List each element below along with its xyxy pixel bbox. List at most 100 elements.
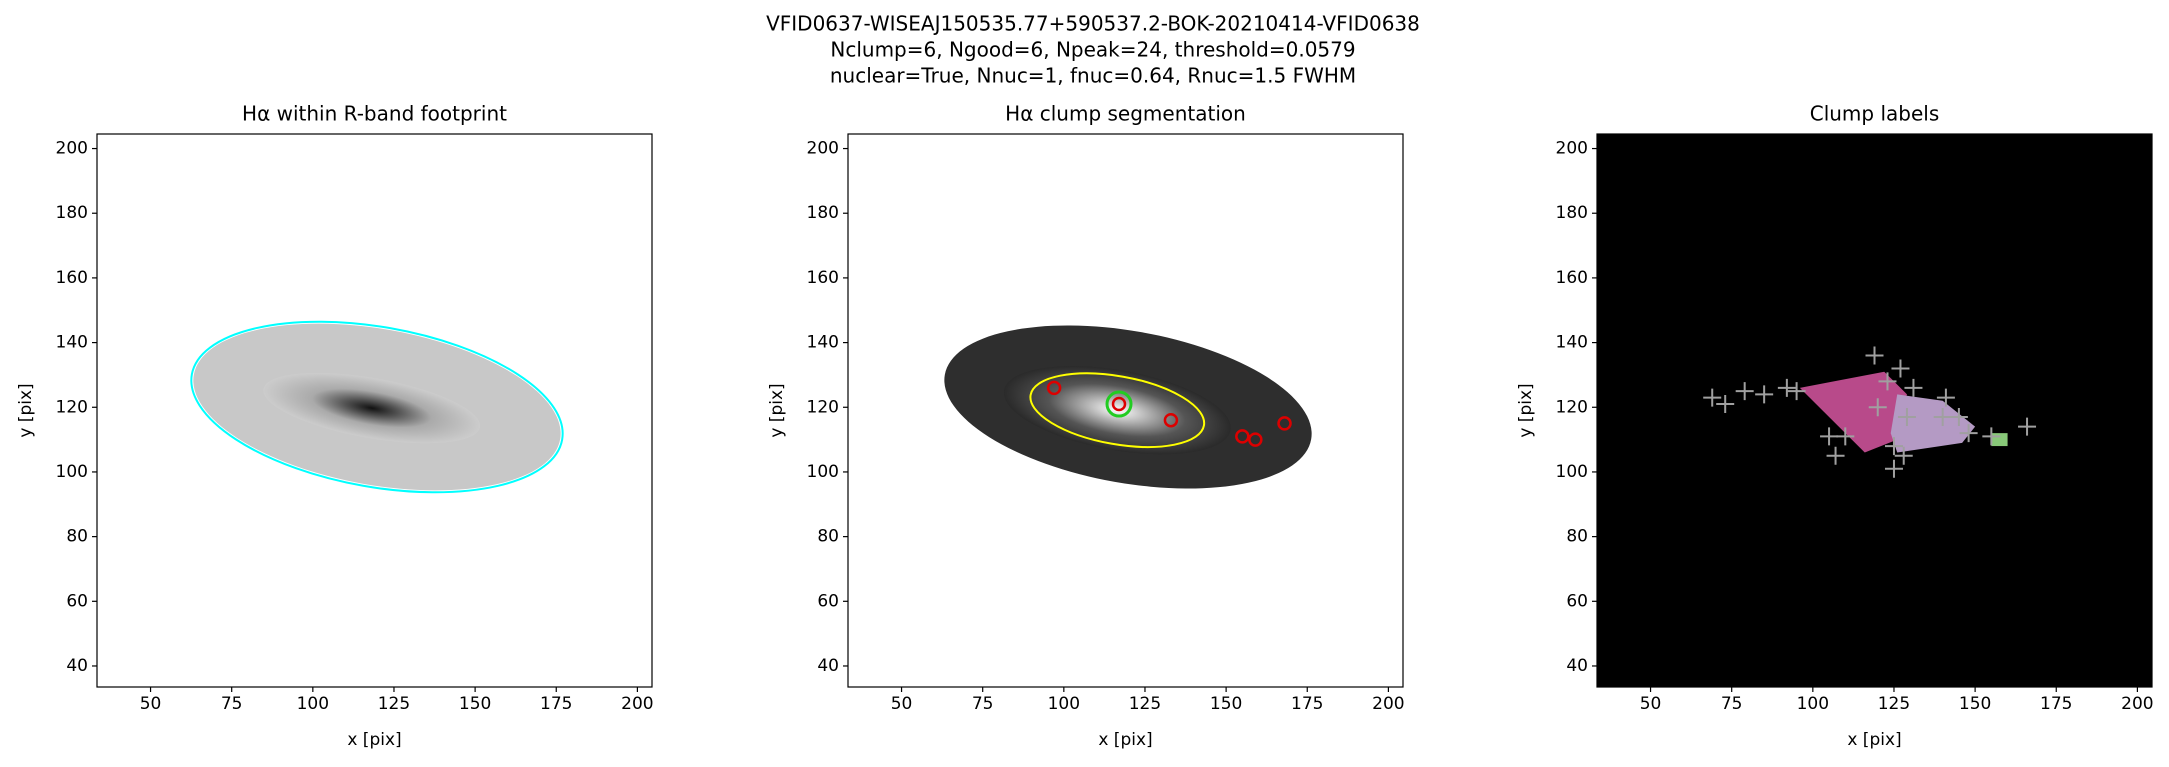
y-tick-label: 120 — [56, 397, 88, 417]
x-tick-label: 75 — [972, 694, 994, 714]
image — [944, 325, 1312, 489]
y-tick-label: 140 — [807, 333, 839, 353]
x-tick-label: 200 — [621, 694, 653, 714]
x-tick-label: 150 — [1210, 694, 1242, 714]
clump-marker — [1163, 412, 1179, 428]
y-tick-label: 100 — [1556, 462, 1588, 482]
panel-title: Clump labels — [1810, 102, 1940, 126]
x-tick-label: 100 — [1048, 694, 1080, 714]
peak-marker — [1716, 395, 1735, 414]
x-axis-label: x [pix] — [1098, 730, 1152, 750]
clump-marker — [1277, 416, 1292, 431]
x-tick-label: 175 — [1291, 694, 1323, 714]
peak-marker — [1884, 459, 1903, 478]
peak-marker — [2018, 417, 2037, 436]
x-tick-label: 125 — [1878, 694, 1910, 714]
y-tick-label: 160 — [807, 268, 839, 288]
y-tick-label: 80 — [66, 527, 88, 547]
peak-marker — [1949, 407, 1968, 426]
x-tick-label: 125 — [378, 694, 410, 714]
clump-marker — [1248, 432, 1263, 447]
x-axis-label: x [pix] — [347, 730, 401, 750]
peak-marker — [1878, 372, 1897, 391]
y-tick-label: 60 — [66, 591, 88, 611]
x-tick-label: 175 — [2040, 694, 2072, 714]
y-tick-label: 100 — [807, 462, 839, 482]
y-tick-label: 140 — [1556, 333, 1588, 353]
panel-title: Hα clump segmentation — [1005, 102, 1246, 126]
peak-marker — [1826, 446, 1845, 465]
y-tick-label: 60 — [1566, 591, 1588, 611]
image — [1703, 346, 2037, 478]
suptitle: nuclear=True, Nnuc=1, fnuc=0.64, Rnuc=1.… — [830, 64, 1356, 88]
y-tick-label: 60 — [817, 591, 839, 611]
clump-region — [1890, 394, 1976, 453]
clump-marker — [1111, 396, 1127, 412]
peak-marker — [1936, 388, 1955, 407]
axes-frame — [847, 133, 1404, 688]
peak-marker — [1787, 382, 1806, 401]
x-tick-label: 50 — [891, 694, 913, 714]
x-tick-label: 200 — [2121, 694, 2153, 714]
y-tick-label: 200 — [807, 139, 839, 159]
panel: 50 75 100 125 150 175 200 40 60 80 100 120 140 160 180… — [1516, 102, 2154, 751]
y-tick-label: 180 — [56, 203, 88, 223]
y-tick-label: 80 — [817, 527, 839, 547]
panel: 50 75 100 125 150 175 200 40 60 80 100 120 140 160 180… — [767, 102, 1405, 751]
peak-marker — [1836, 427, 1855, 446]
peak-marker — [1703, 388, 1722, 407]
y-tick-label: 180 — [1556, 203, 1588, 223]
y-tick-label: 40 — [1566, 656, 1588, 676]
peak-marker — [1891, 359, 1910, 378]
x-tick-label: 50 — [140, 694, 162, 714]
peak-marker — [1894, 446, 1913, 465]
peak-marker — [1933, 407, 1952, 426]
nucleus-marker — [1105, 390, 1133, 418]
peak-marker — [1868, 398, 1887, 417]
y-axis-label: y [pix] — [1516, 383, 1536, 437]
peak-marker — [1884, 437, 1903, 456]
clump-region — [1991, 433, 2008, 447]
y-tick-label: 80 — [1566, 527, 1588, 547]
clump-marker — [1235, 429, 1250, 444]
peak-marker — [1904, 378, 1923, 397]
x-axis-label: x [pix] — [1847, 730, 1901, 750]
peak-marker — [1755, 385, 1774, 404]
x-tick-label: 200 — [1372, 694, 1404, 714]
y-axis-label: y [pix] — [767, 383, 787, 437]
y-tick-label: 100 — [56, 462, 88, 482]
y-tick-label: 160 — [1556, 268, 1588, 288]
x-tick-label: 150 — [459, 694, 491, 714]
suptitle: VFID0637-WISEAJ150535.77+590537.2-BOK-20… — [766, 12, 1420, 36]
peak-marker — [1897, 407, 1916, 426]
panel: 50 75 100 125 150 175 200 40 60 80 100 120 140 160 180… — [16, 102, 654, 751]
y-tick-label: 140 — [56, 333, 88, 353]
clump-region — [1799, 371, 1907, 453]
axes-frame — [1596, 133, 2153, 688]
peak-marker — [1777, 378, 1796, 397]
y-tick-label: 120 — [1556, 397, 1588, 417]
suptitle: Nclump=6, Ngood=6, Npeak=24, threshold=0… — [830, 38, 1355, 62]
peak-marker — [1982, 427, 2001, 446]
y-axis-label: y [pix] — [16, 383, 36, 437]
x-tick-label: 50 — [1640, 694, 1662, 714]
y-tick-label: 40 — [817, 656, 839, 676]
galaxy-core — [263, 372, 481, 444]
y-tick-label: 120 — [807, 397, 839, 417]
x-tick-label: 75 — [221, 694, 243, 714]
x-tick-label: 100 — [297, 694, 329, 714]
panel-title: Hα within R-band footprint — [242, 102, 507, 126]
x-tick-label: 150 — [1959, 694, 1991, 714]
x-tick-label: 125 — [1129, 694, 1161, 714]
axes-frame — [96, 133, 653, 688]
y-tick-label: 160 — [56, 268, 88, 288]
x-tick-label: 100 — [1797, 694, 1829, 714]
y-tick-label: 200 — [56, 139, 88, 159]
peak-marker — [1820, 427, 1839, 446]
y-tick-label: 200 — [1556, 139, 1588, 159]
peak-marker — [1735, 382, 1754, 401]
contour — [190, 320, 564, 494]
y-tick-label: 40 — [66, 656, 88, 676]
peak-marker — [1959, 424, 1978, 443]
clump-marker — [1046, 380, 1062, 396]
